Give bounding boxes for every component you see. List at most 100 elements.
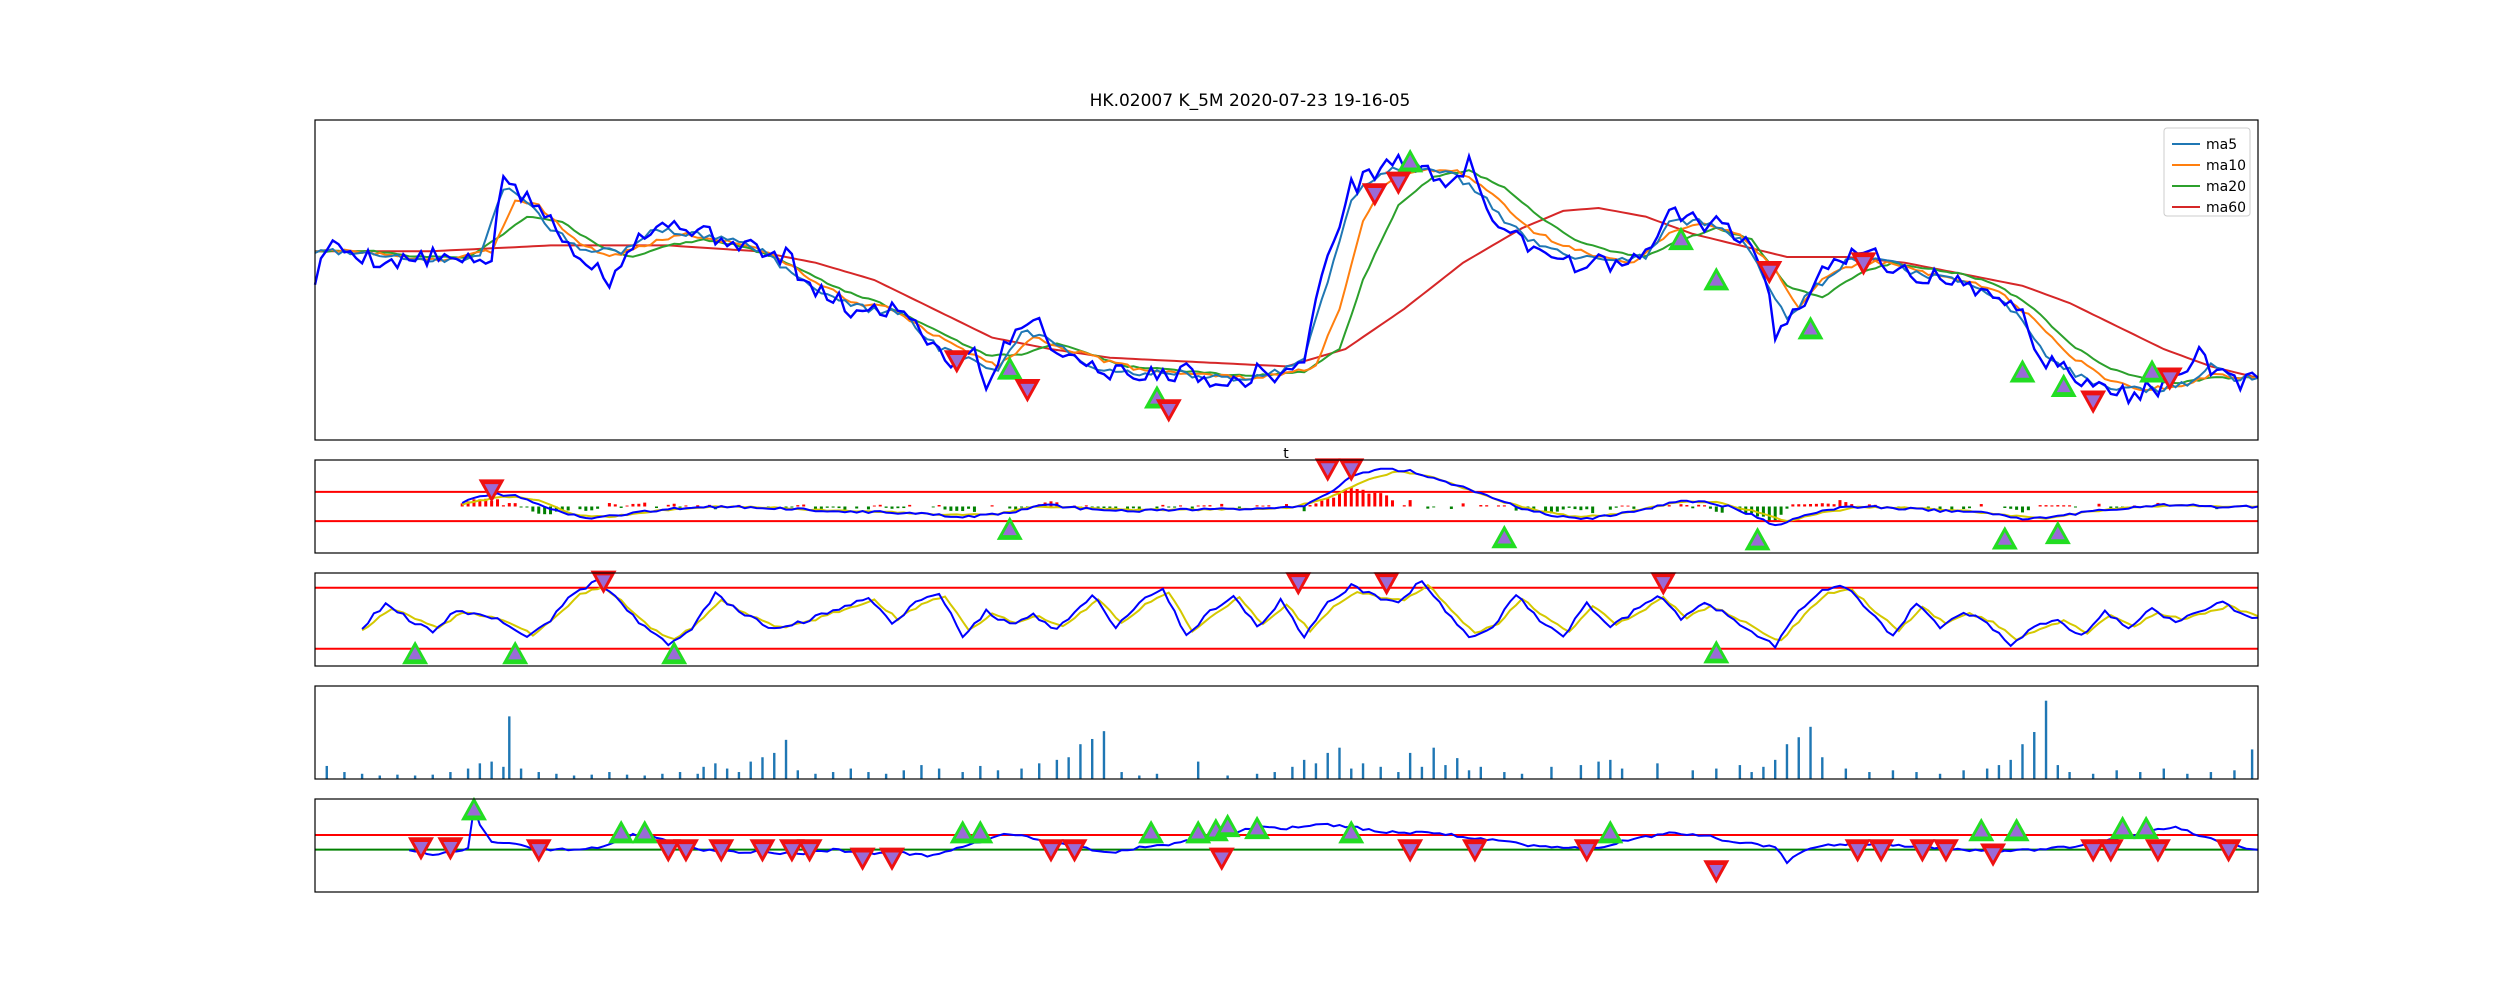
volume-bar	[360, 773, 364, 779]
volume-bar	[1091, 738, 1094, 779]
marker-inner	[885, 852, 900, 866]
macd-hist-bar	[1020, 506, 1024, 508]
volume-bar	[1738, 765, 1742, 779]
sell-marker	[1061, 839, 1088, 863]
macd-hist-bar	[972, 506, 976, 512]
macd-hist-bar	[1432, 506, 1436, 508]
macd-hist-bar	[1591, 506, 1595, 514]
macd-hist-bar	[790, 506, 794, 508]
volume-bar	[1915, 772, 1918, 779]
volume-bar	[1938, 773, 1942, 779]
buy-marker	[1703, 267, 1730, 291]
macd-hist-bar	[1355, 488, 1359, 507]
volume-bar	[773, 752, 776, 779]
macd-hist-bar	[1785, 506, 1789, 509]
marker-inner	[1986, 848, 2001, 861]
macd-hist-bar	[696, 505, 700, 507]
macd-hist-bar	[837, 506, 841, 509]
macd-hist-bar	[855, 506, 859, 509]
buy-marker	[1703, 639, 1730, 664]
macd-hist-bar	[2056, 505, 2060, 507]
buy-marker	[1214, 813, 1241, 838]
marker-inner	[1002, 362, 1017, 375]
volume-bar	[1155, 773, 1159, 779]
macd-hist-bar	[519, 506, 523, 508]
macd-hist-bar	[2015, 506, 2019, 510]
volume-bar	[902, 770, 905, 779]
macd-hist-bar	[2097, 503, 2101, 507]
volume-bar	[714, 763, 717, 779]
marker-inner	[1002, 522, 1017, 536]
macd-hist-bar	[1691, 506, 1695, 509]
macd-hist-bar	[1155, 506, 1159, 509]
marker-inner	[1020, 383, 1035, 397]
volume-bar	[1579, 765, 1583, 779]
buy-marker	[1244, 815, 1271, 840]
legend-entry-ma10: ma10	[2206, 158, 2246, 174]
volume-bar	[831, 772, 835, 779]
volume-bar	[466, 768, 470, 779]
marker-inner	[637, 825, 652, 839]
volume-bar	[696, 773, 699, 779]
kdj-slow-line	[361, 583, 2259, 642]
marker-inner	[2086, 395, 2101, 408]
marker-inner	[1344, 463, 1359, 476]
macd-hist-bar	[1567, 506, 1571, 508]
price-panel: ma5 ma10 ma20 ma60	[313, 119, 2259, 441]
macd-hist-bar	[1084, 505, 1088, 507]
macd-hist-bar	[584, 506, 588, 511]
macd-hist-bar	[1449, 506, 1453, 509]
buy-marker	[996, 356, 1023, 380]
macd-hist-bar	[496, 499, 500, 507]
macd-hist-bar	[1179, 505, 1183, 507]
volume-bar	[1715, 768, 1718, 779]
volume-panel-frame	[314, 685, 2259, 780]
volume-bar	[784, 739, 788, 779]
marker-inner	[1656, 577, 1671, 590]
macd-hist-bar	[1190, 506, 1194, 509]
macd-hist-bar	[2068, 505, 2072, 507]
macd-hist-bar	[1408, 500, 1412, 507]
macd-hist-bar	[2062, 505, 2066, 507]
volume-bar	[1844, 768, 1848, 779]
volume-bar	[1196, 761, 1200, 779]
sell-marker	[1650, 572, 1677, 596]
volume-bar	[490, 761, 493, 779]
price-line	[313, 152, 2259, 406]
macd-hist-bar	[961, 506, 965, 512]
macd-hist-bar	[825, 506, 829, 508]
macd-hist-bar	[1402, 505, 1406, 507]
macd-hist-bar	[1938, 506, 1942, 511]
marker-inner	[1709, 645, 1724, 659]
buy-marker	[2050, 373, 2077, 397]
macd-hist-bar	[937, 505, 941, 507]
macd-hist-bar	[884, 506, 888, 508]
volume-bar	[431, 774, 434, 779]
macd-hist-bar	[1285, 504, 1288, 507]
marker-inner	[1391, 176, 1406, 190]
buy-marker	[1338, 819, 1365, 844]
macd-hist-bar	[896, 506, 900, 509]
volume-bar	[737, 772, 741, 779]
buy-marker	[631, 819, 658, 844]
macd-hist-bar	[1814, 503, 1818, 507]
marker-inner	[614, 825, 629, 839]
macd-hist-bar	[1343, 490, 1347, 507]
macd-hist-bar	[890, 506, 894, 509]
marker-inner	[1214, 852, 1229, 866]
volume-bar	[1038, 763, 1041, 779]
volume-bar	[325, 765, 328, 779]
macd-hist-bar	[549, 506, 553, 515]
macd-hist-bar	[1803, 504, 1807, 507]
macd-hist-bar	[1426, 506, 1430, 509]
volume-bar	[1067, 757, 1070, 779]
macd-hist-bar	[625, 505, 629, 507]
kdj-markers	[402, 570, 1730, 665]
sell-marker	[708, 839, 735, 863]
macd-hist-bar	[1385, 495, 1389, 507]
volume-bar	[502, 766, 505, 779]
volume-bar	[2209, 772, 2213, 779]
sell-marker	[1756, 260, 1783, 285]
volume-bar	[1550, 766, 1553, 779]
macd-hist-bar	[543, 506, 547, 515]
